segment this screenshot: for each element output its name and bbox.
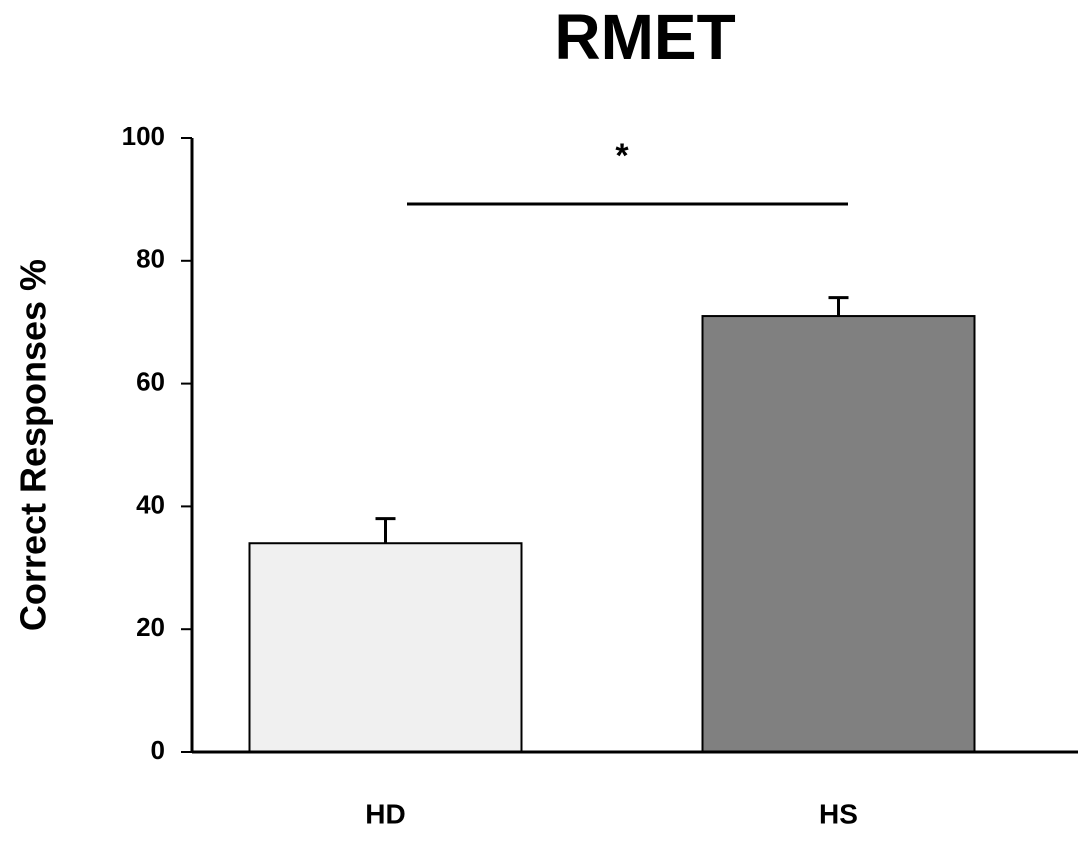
y-tick-label: 40 (136, 489, 165, 519)
x-tick-label: HS (819, 798, 858, 829)
significance-marker: * (615, 137, 629, 175)
y-tick-label: 0 (151, 735, 165, 765)
bar (248, 542, 523, 753)
y-axis-label: Correct Responses % (13, 259, 54, 631)
y-tick-label: 60 (136, 366, 165, 396)
y-tick-label: 80 (136, 244, 165, 274)
y-tick-label: 100 (122, 121, 165, 151)
bar (701, 315, 976, 753)
chart-title: RMET (554, 1, 735, 73)
x-tick-label: HD (365, 798, 405, 829)
y-tick-label: 20 (136, 612, 165, 642)
